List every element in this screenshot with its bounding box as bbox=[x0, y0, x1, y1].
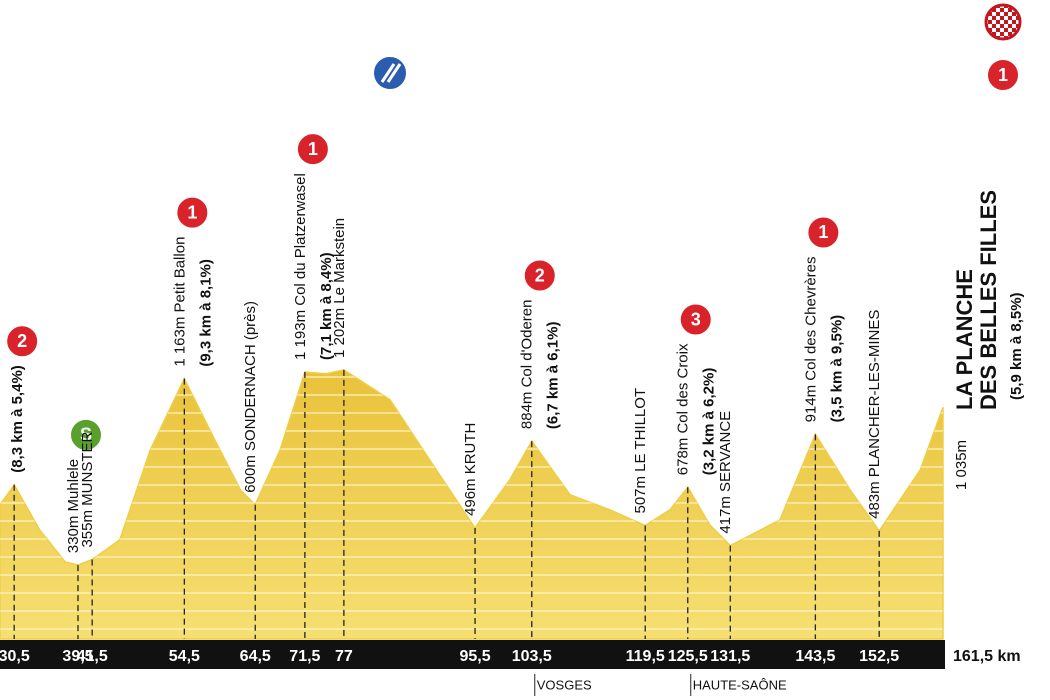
climb-name: 1 202m Le Markstein bbox=[331, 218, 348, 358]
climb-name: 914m Col des Chevrères bbox=[802, 256, 819, 422]
x-tick-label: 143,5 bbox=[795, 648, 835, 665]
finish-name: LA PLANCHE bbox=[952, 269, 977, 410]
km-bar bbox=[0, 640, 945, 669]
finish-flag bbox=[984, 3, 1022, 41]
climb-detail: (7,1 km à 8,4%) bbox=[318, 252, 335, 360]
x-tick-label: 64,5 bbox=[240, 648, 271, 665]
climb-name: 678m Col des Croix bbox=[675, 343, 692, 475]
x-tick-label: 125,5 bbox=[668, 648, 708, 665]
climb-name: 355m MUNSTER bbox=[79, 432, 96, 548]
x-tick-label: 152,5 bbox=[859, 648, 899, 665]
category-label: 1 bbox=[187, 202, 197, 222]
category-label: 3 bbox=[691, 309, 701, 329]
x-tick-label: 95,5 bbox=[459, 648, 490, 665]
climb-name: 417m SERVANCE bbox=[717, 411, 734, 534]
climb-name: 496m KRUTH bbox=[462, 423, 479, 516]
category-label: 1 bbox=[998, 65, 1008, 85]
category-label: S bbox=[80, 425, 92, 445]
x-tick-label: 41,5 bbox=[77, 648, 108, 665]
climb-detail: (8,3 km à 5,4%) bbox=[9, 365, 26, 473]
climb-name: 600m SONDERNACH (près) bbox=[242, 301, 259, 493]
x-tick-label: 131,5 bbox=[710, 648, 750, 665]
x-tick-label: 161,5 km bbox=[953, 648, 1021, 665]
category-marker bbox=[522, 258, 557, 293]
x-tick-label: 30,5 bbox=[0, 648, 30, 665]
category-marker bbox=[175, 195, 210, 230]
x-tick-label: 77 bbox=[335, 648, 353, 665]
region-label: HAUTE-SAÔNE bbox=[693, 677, 787, 692]
category-label: 2 bbox=[535, 265, 545, 285]
category-label: 2 bbox=[17, 331, 27, 351]
category-marker bbox=[806, 215, 841, 250]
climb-name: 507m LE THILLOT bbox=[632, 388, 649, 514]
x-tick-label: 119,5 bbox=[626, 648, 665, 665]
category-marker bbox=[68, 417, 103, 452]
climb-detail: (6,7 km à 6,1%) bbox=[545, 322, 562, 430]
climb-name: 1 163m Petit Ballon bbox=[171, 237, 188, 367]
category-marker bbox=[295, 132, 330, 167]
climb-name: 483m PLANCHER-LES-MINES bbox=[866, 310, 883, 519]
finish-detail: (5,9 km à 8,5%) bbox=[1008, 292, 1025, 400]
feed-icon bbox=[372, 55, 408, 91]
finish-elevation: 1 035m bbox=[953, 440, 970, 490]
category-marker bbox=[5, 324, 40, 359]
climb-name: 884m Col d'Oderen bbox=[519, 300, 536, 430]
region-label: VOSGES bbox=[537, 677, 592, 692]
x-tick-label: 39,5 bbox=[62, 648, 93, 665]
x-tick-label: 103,5 bbox=[512, 648, 552, 665]
x-tick-label: 54,5 bbox=[169, 648, 200, 665]
category-label: 1 bbox=[818, 222, 828, 242]
climb-name: 330m Muhlele bbox=[65, 459, 82, 553]
x-tick-label: 71,5 bbox=[289, 648, 320, 665]
climb-detail: (3,5 km à 9,5%) bbox=[828, 315, 845, 423]
climb-detail: (3,2 km à 6,2%) bbox=[701, 368, 718, 476]
finish-name: DES BELLES FILLES bbox=[976, 190, 1001, 410]
climb-detail: (9,3 km à 8,1%) bbox=[197, 259, 214, 367]
climb-name: 1 193m Col du Platzerwasel bbox=[292, 173, 309, 360]
category-label: 1 bbox=[308, 139, 318, 159]
category-marker bbox=[986, 58, 1020, 92]
category-marker bbox=[678, 302, 713, 337]
